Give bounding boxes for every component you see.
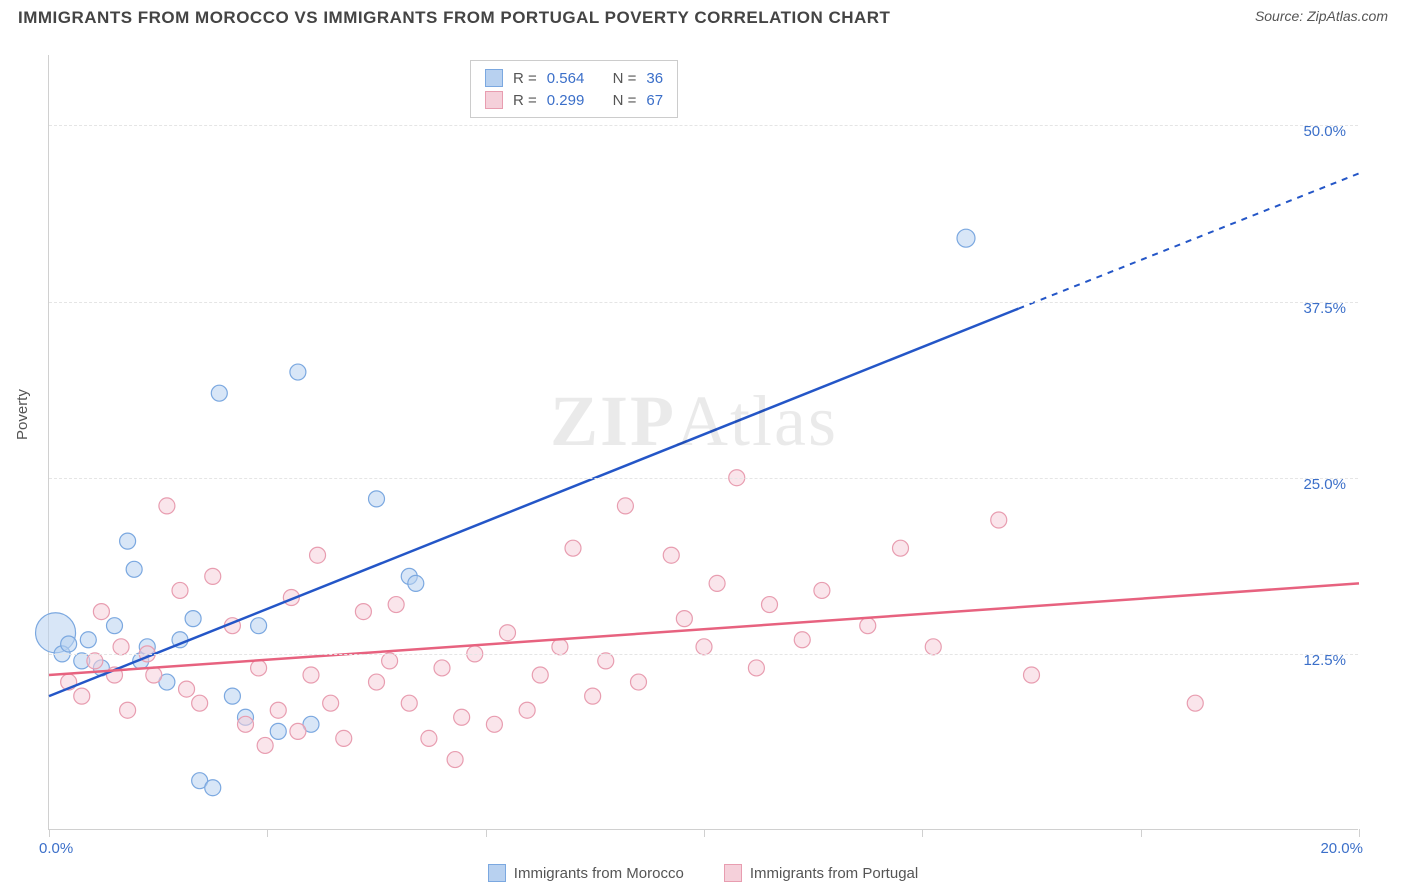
source-attribution: Source: ZipAtlas.com [1255,8,1388,24]
r-value-portugal: 0.299 [547,92,585,109]
n-value-portugal: 67 [646,92,663,109]
swatch-portugal [485,91,503,109]
source-label: Source: [1255,8,1303,24]
legend-label-morocco: Immigrants from Morocco [514,865,684,882]
swatch-morocco-icon [488,864,506,882]
chart-title: IMMIGRANTS FROM MOROCCO VS IMMIGRANTS FR… [18,8,890,28]
scatter-plot-svg [49,55,1358,829]
n-label: N = [613,70,637,87]
y-axis-label: Poverty [14,389,31,440]
n-value-morocco: 36 [646,70,663,87]
swatch-morocco [485,69,503,87]
legend-row-portugal: R = 0.299 N = 67 [485,89,663,111]
source-value: ZipAtlas.com [1307,8,1388,24]
legend-item-portugal: Immigrants from Portugal [724,864,918,882]
r-label: R = [513,70,537,87]
n-label: N = [613,92,637,109]
legend-row-morocco: R = 0.564 N = 36 [485,67,663,89]
swatch-portugal-icon [724,864,742,882]
r-label: R = [513,92,537,109]
r-value-morocco: 0.564 [547,70,585,87]
legend-item-morocco: Immigrants from Morocco [488,864,684,882]
chart-plot-area: 12.5%25.0%37.5%50.0%0.0%20.0% [48,55,1358,830]
chart-header: IMMIGRANTS FROM MOROCCO VS IMMIGRANTS FR… [18,8,1388,28]
correlation-legend: R = 0.564 N = 36 R = 0.299 N = 67 [470,60,678,118]
series-legend: Immigrants from Morocco Immigrants from … [0,864,1406,882]
legend-label-portugal: Immigrants from Portugal [750,865,918,882]
